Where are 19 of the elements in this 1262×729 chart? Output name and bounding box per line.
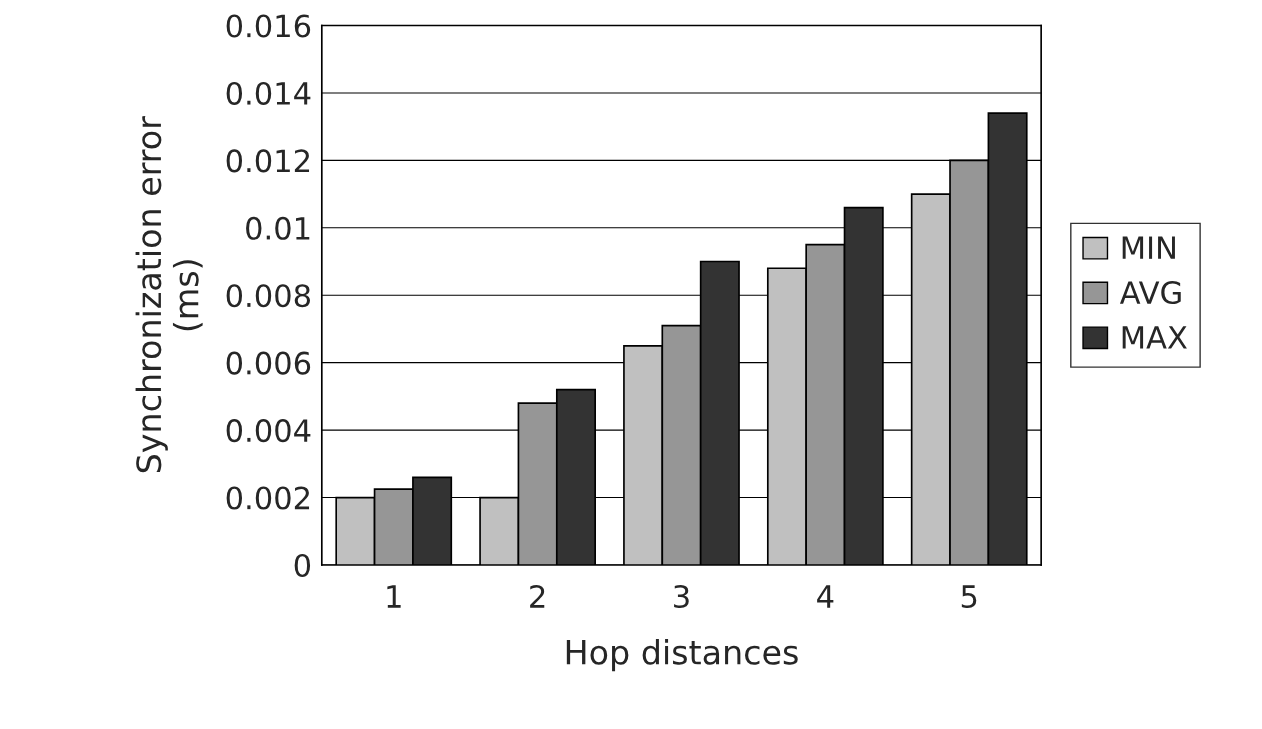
x-tick-label: 1: [387, 585, 401, 608]
y-tick-label: 0: [294, 553, 311, 578]
y-tick-label: 0.012: [226, 149, 310, 173]
legend-label: MIN: [1122, 236, 1175, 259]
x-axis-title: Hop distances: [566, 638, 798, 672]
x-tick-label: 3: [674, 584, 689, 609]
y-axis-title: Synchronization error (ms): [135, 116, 203, 473]
y-tick-label: 0.014: [226, 81, 311, 105]
legend-label: MAX: [1122, 326, 1187, 349]
legend-label: AVG: [1119, 281, 1181, 305]
y-tick-label: 0.002: [226, 486, 310, 510]
x-tick-label: 5: [961, 585, 977, 609]
y-tick-label: 0.008: [226, 284, 310, 308]
x-tick-label: 4: [817, 585, 834, 608]
y-tick-label: 0.01: [246, 216, 310, 240]
y-tick-label: 0.004: [226, 419, 311, 443]
y-tick-label: 0.016: [226, 14, 311, 38]
y-tick-label: 0.006: [226, 351, 311, 375]
x-tick-label: 2: [530, 584, 545, 608]
